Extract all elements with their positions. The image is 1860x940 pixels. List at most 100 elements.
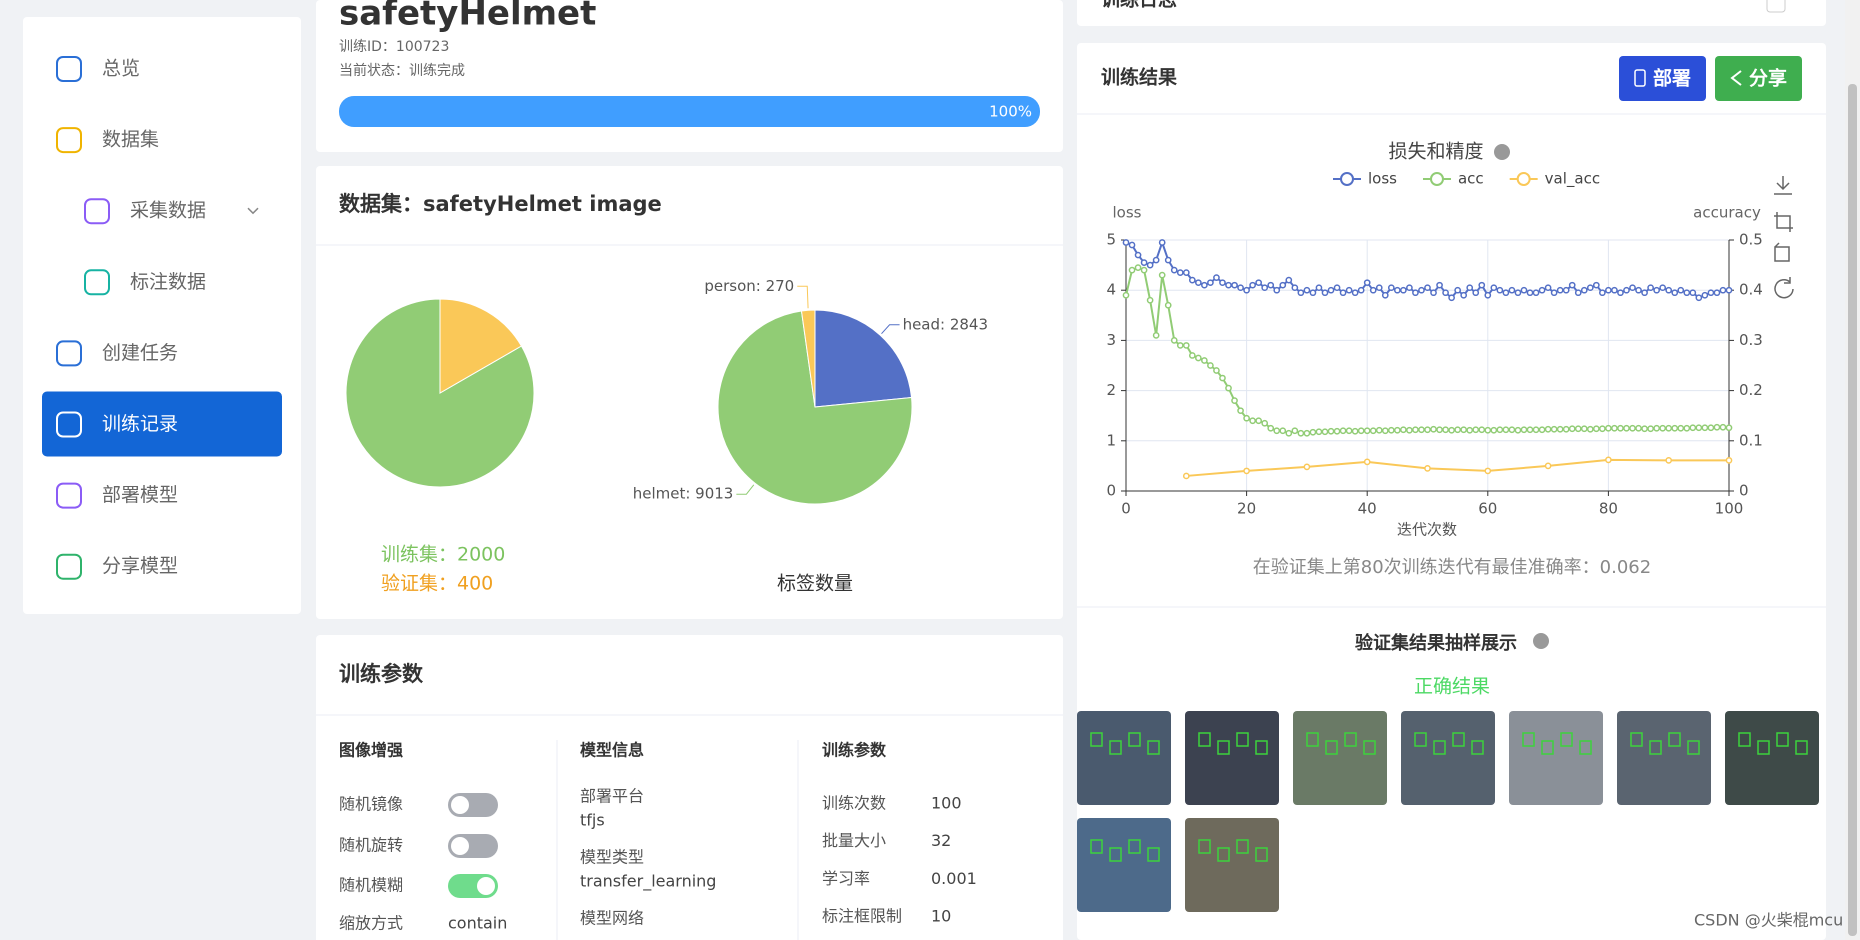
point: [1128, 266, 1136, 274]
point: [1689, 289, 1697, 297]
nav-item[interactable]: 部署模型: [102, 484, 178, 506]
point: [1424, 284, 1431, 292]
nav-item[interactable]: 总览: [102, 58, 140, 80]
point: [1418, 286, 1425, 294]
point: [1442, 289, 1449, 297]
point: [1635, 424, 1642, 432]
param-label: 随机镜像: [339, 795, 403, 814]
point: [1219, 279, 1226, 287]
point: [1701, 291, 1709, 299]
point: [1303, 286, 1311, 294]
point: [1279, 281, 1287, 289]
save-icon[interactable]: [1774, 176, 1792, 195]
point: [1424, 465, 1431, 472]
collapse-icon[interactable]: [1766, 0, 1786, 13]
point: [1279, 427, 1287, 435]
nav-item[interactable]: 数据集: [102, 129, 159, 151]
refresh-icon[interactable]: [1774, 277, 1794, 299]
zoom-icon[interactable]: [1774, 212, 1793, 232]
point: [1140, 266, 1148, 274]
sample-image[interactable]: [1401, 711, 1495, 805]
point: [1243, 414, 1250, 422]
point: [1152, 256, 1160, 264]
nav-item[interactable]: 分享模型: [102, 555, 178, 577]
sample-image[interactable]: [1077, 818, 1171, 912]
detection-box: [1541, 740, 1554, 755]
point: [1701, 424, 1709, 432]
point: [1176, 269, 1184, 276]
point: [1351, 289, 1359, 297]
point: [1719, 286, 1727, 294]
sample-image[interactable]: [1617, 711, 1711, 805]
button[interactable]: [1715, 56, 1802, 101]
param-label: 模型类型: [580, 848, 644, 867]
point: [1146, 261, 1154, 269]
point: [1381, 427, 1389, 435]
param-value: transfer_learning: [580, 872, 716, 892]
point: [1231, 397, 1238, 404]
detection-box: [1109, 740, 1122, 755]
detection-box: [1560, 732, 1573, 747]
legend-label[interactable]: val_acc: [1545, 170, 1600, 189]
sample-image[interactable]: [1725, 711, 1819, 805]
point: [1315, 428, 1323, 436]
detection-box: [1198, 839, 1211, 854]
detection-box: [1757, 740, 1770, 755]
point: [1544, 425, 1552, 433]
point: [1629, 284, 1636, 292]
point: [1134, 251, 1142, 259]
button-label[interactable]: 部署: [1653, 67, 1691, 90]
nav-item[interactable]: 标注数据: [130, 271, 206, 293]
point: [1605, 286, 1612, 294]
nav-item[interactable]: 采集数据: [130, 200, 206, 222]
param-label: 学习率: [822, 869, 870, 888]
sample-image[interactable]: [1293, 711, 1387, 805]
point: [1617, 289, 1624, 297]
point: [1387, 426, 1395, 434]
scrollbar-thumb[interactable]: [1848, 84, 1857, 936]
sample-image[interactable]: [1509, 711, 1603, 805]
point: [1285, 429, 1293, 437]
button[interactable]: [1619, 56, 1706, 101]
pie-slice: [800, 309, 816, 408]
point: [1538, 286, 1546, 294]
detection-box: [1128, 732, 1141, 747]
point: [1659, 424, 1667, 432]
card-title: 训练日志: [1101, 0, 1177, 11]
restore-icon[interactable]: [1774, 242, 1790, 262]
y-tick-label: 5: [1106, 231, 1116, 249]
pie-label: head: 2843: [903, 315, 988, 333]
legend-label[interactable]: loss: [1368, 170, 1397, 188]
sample-image[interactable]: [1185, 818, 1279, 912]
point: [1182, 472, 1190, 480]
nav-icon: [56, 56, 82, 82]
point: [1309, 289, 1317, 297]
card-title: 训练参数: [339, 662, 424, 686]
point: [1158, 271, 1166, 279]
nav-item[interactable]: 训练记录: [102, 413, 178, 435]
point: [1430, 289, 1437, 297]
detection-box: [1090, 839, 1103, 854]
point: [1357, 427, 1365, 435]
nav-item[interactable]: 创建任务: [102, 342, 178, 364]
point: [1653, 286, 1660, 294]
point: [1243, 286, 1250, 294]
legend-marker: [1429, 172, 1444, 186]
point: [1243, 467, 1250, 475]
sample-image[interactable]: [1185, 711, 1279, 805]
pie-title: 标签数量: [777, 573, 853, 595]
point: [1164, 256, 1172, 264]
legend-label: 验证集：400: [381, 573, 493, 595]
param-label: 部署平台: [580, 787, 644, 806]
param-value: 32: [931, 831, 951, 850]
point: [1514, 289, 1522, 297]
y-tick-label: 3: [1106, 331, 1116, 349]
legend-label[interactable]: acc: [1458, 170, 1484, 188]
sample-image[interactable]: [1077, 711, 1171, 805]
detection-box: [1471, 740, 1484, 755]
point: [1375, 426, 1383, 434]
pie-label: person: 270: [704, 277, 794, 295]
button-label[interactable]: 分享: [1749, 67, 1787, 90]
point: [1580, 286, 1588, 294]
y-tick-label: 2: [1106, 381, 1116, 399]
